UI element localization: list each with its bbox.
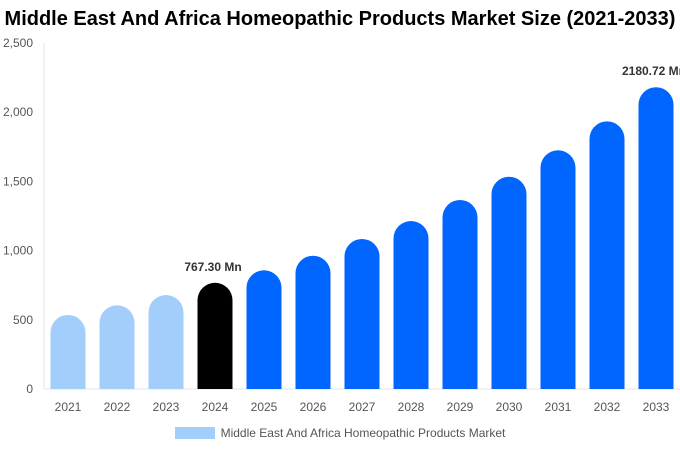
- x-tick-label: 2033: [643, 400, 670, 414]
- bar-2030: [491, 176, 527, 389]
- x-tick-label: 2026: [300, 400, 327, 414]
- chart-title: Middle East And Africa Homeopathic Produ…: [4, 8, 676, 30]
- x-tick-label: 2023: [153, 400, 180, 414]
- legend-swatch: [174, 427, 215, 439]
- bar-2033: [638, 87, 674, 389]
- bar-2025: [246, 270, 282, 389]
- data-label: 767.30 Mn: [184, 260, 241, 274]
- bar-chart: 0 500 1,000 1,500 2,000 2,500 2021 2022 2023 2024…: [3, 36, 680, 414]
- x-tick-label: 2025: [251, 400, 278, 414]
- x-tick-label: 2022: [104, 400, 131, 414]
- legend: Middle East And Africa Homeopathic Produ…: [0, 426, 680, 440]
- x-tick-label: 2024: [202, 400, 229, 414]
- x-tick-label: 2032: [594, 400, 621, 414]
- y-tick-label: 0: [26, 382, 33, 396]
- x-tick-label: 2028: [398, 400, 425, 414]
- y-tick-label: 2,500: [3, 36, 33, 50]
- x-tick-label: 2031: [545, 400, 572, 414]
- x-tick-label: 2021: [55, 400, 82, 414]
- x-tick-label: 2029: [447, 400, 474, 414]
- bar-2027: [344, 238, 380, 389]
- bar-2029: [442, 199, 478, 389]
- y-tick-label: 500: [13, 313, 33, 327]
- bar-2032: [589, 121, 625, 389]
- bar-2022: [99, 305, 135, 389]
- legend-label: Middle East And Africa Homeopathic Produ…: [220, 426, 506, 440]
- bar-2031: [540, 150, 576, 389]
- data-label: 2180.72 Mn: [622, 64, 680, 78]
- bar-2021: [50, 314, 86, 389]
- bar-2028: [393, 220, 429, 389]
- x-tick-label: 2030: [496, 400, 523, 414]
- x-tick-label: 2027: [349, 400, 376, 414]
- y-tick-label: 1,500: [3, 174, 33, 188]
- y-tick-label: 2,000: [3, 105, 33, 119]
- bar-2026: [295, 255, 331, 389]
- y-tick-label: 1,000: [3, 244, 33, 258]
- bar-2024: [197, 282, 233, 389]
- bar-2023: [148, 295, 184, 389]
